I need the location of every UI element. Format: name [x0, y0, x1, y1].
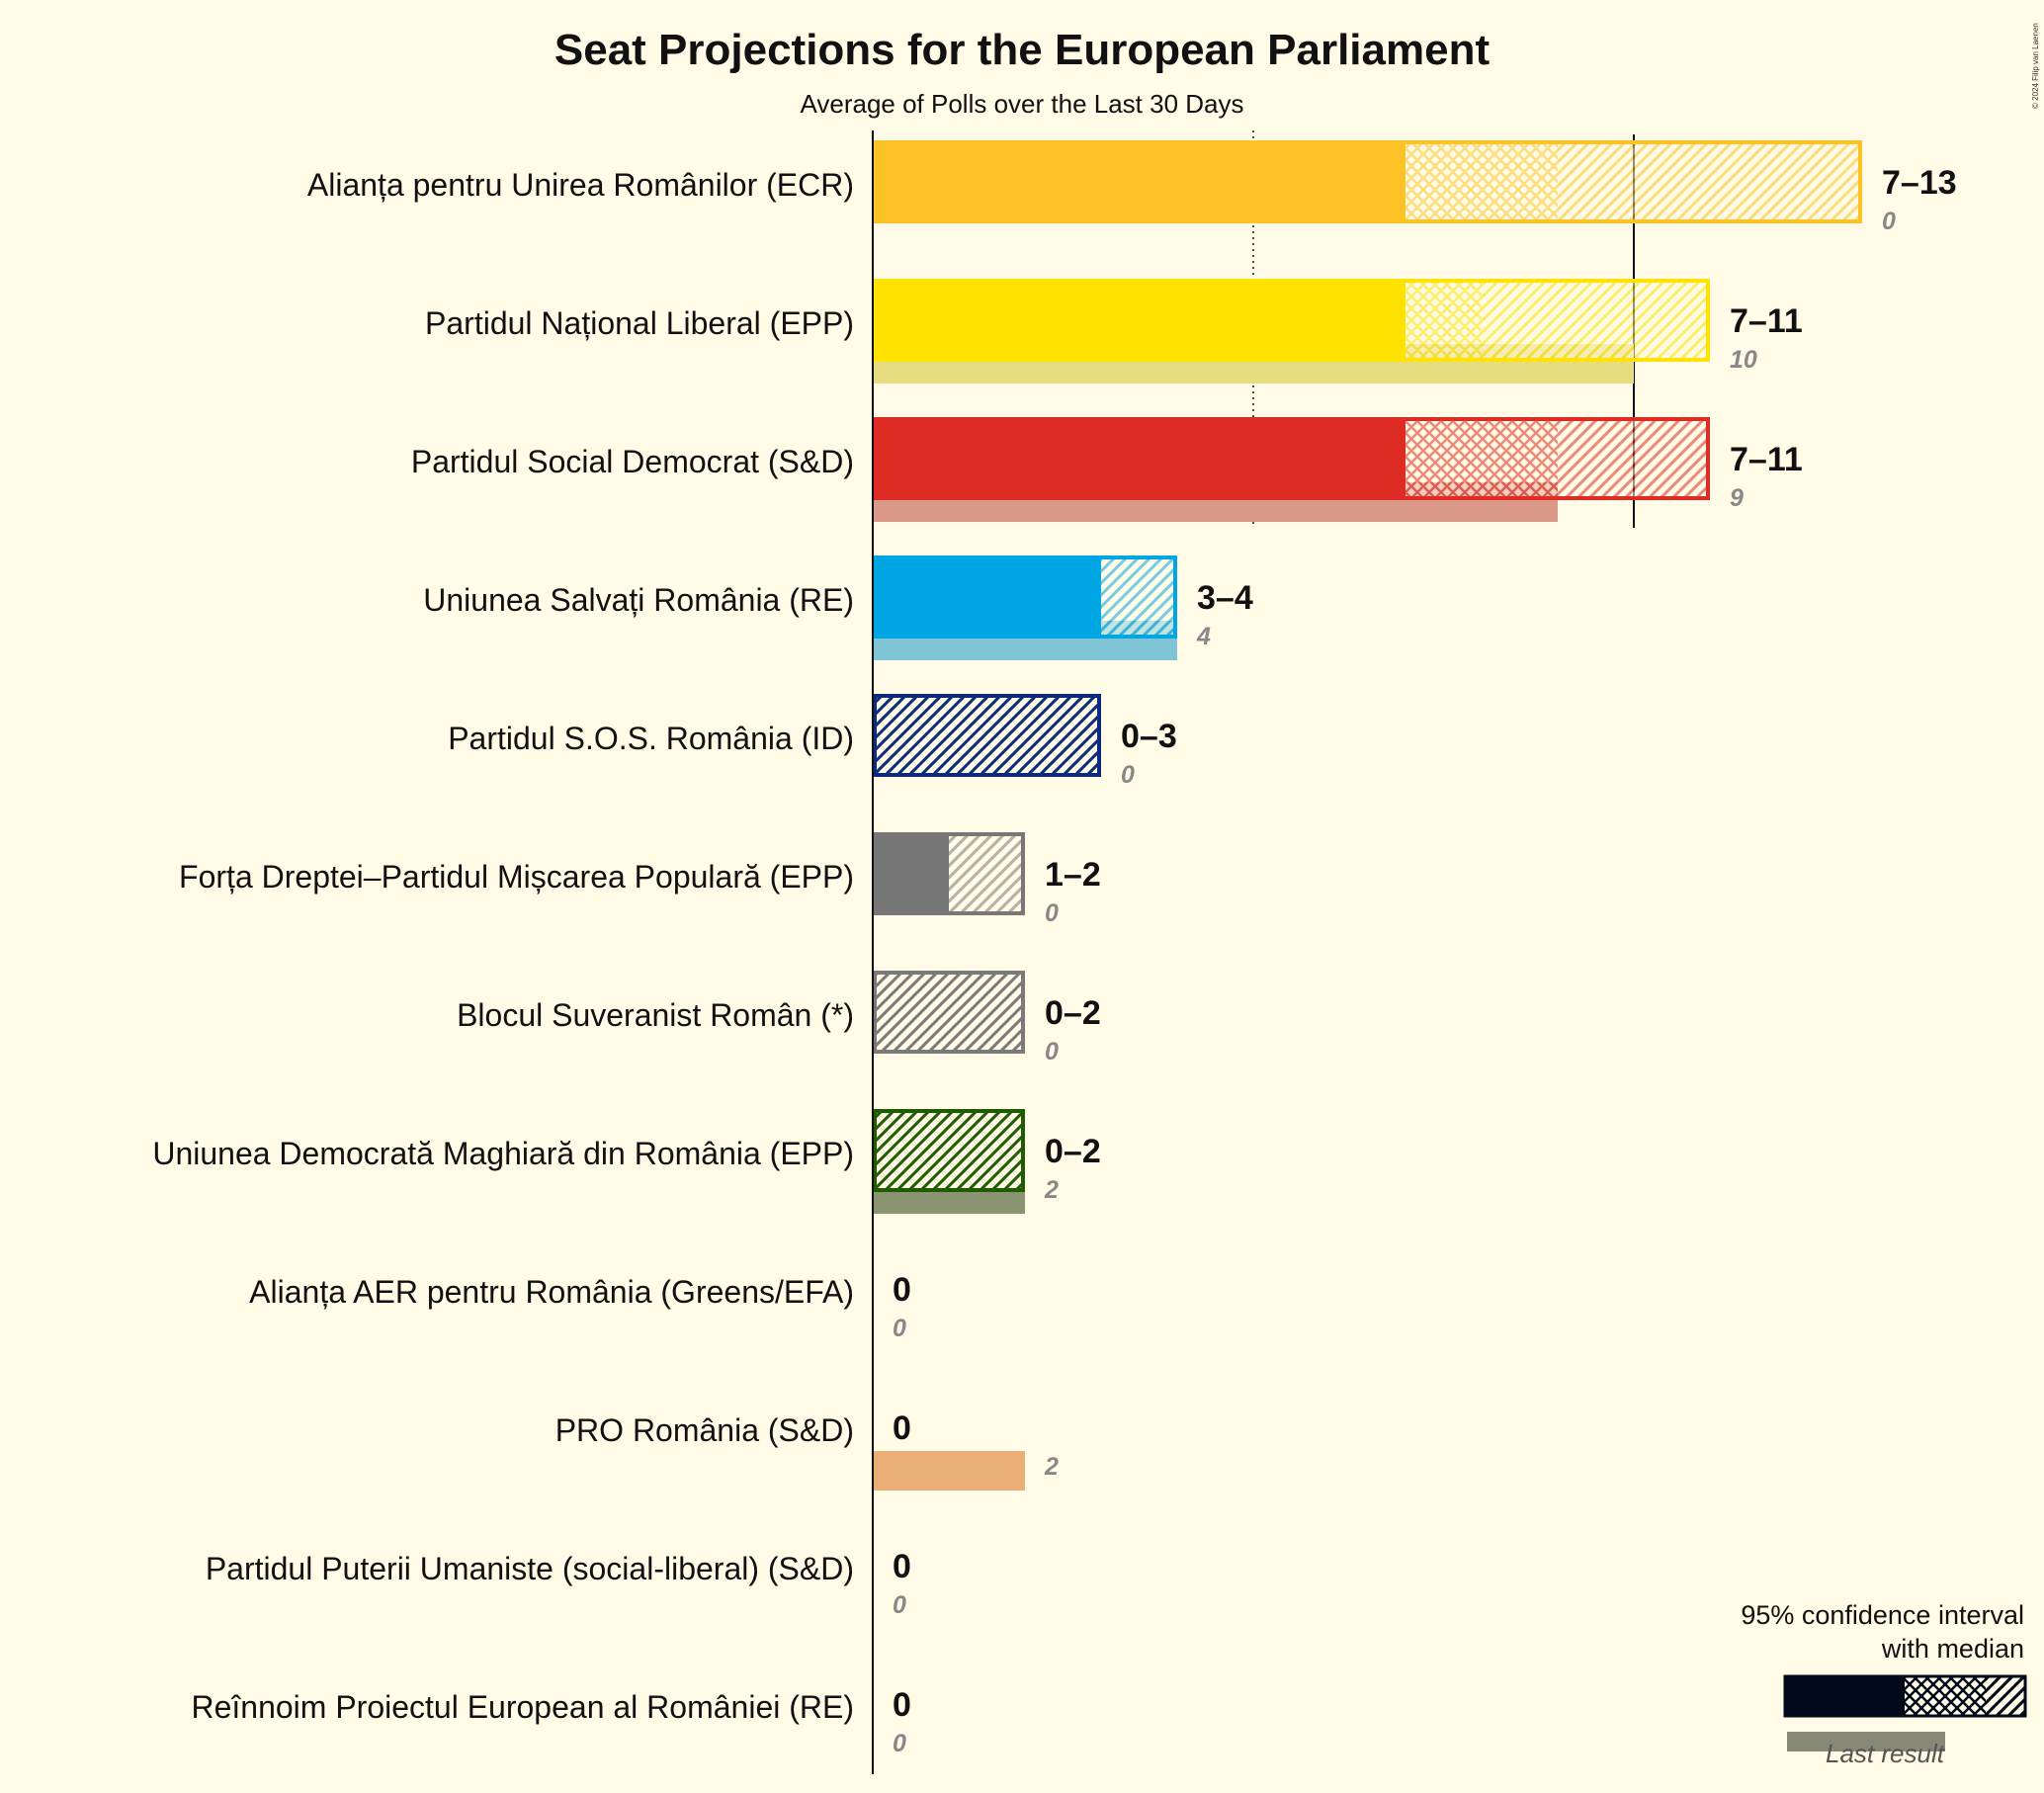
party-label: Partidul Național Liberal (EPP): [425, 305, 854, 341]
party-label: Blocul Suveranist Român (*): [457, 997, 854, 1033]
party-label: Partidul Puterii Umaniste (social-libera…: [206, 1551, 854, 1586]
range-label: 0: [893, 1271, 911, 1309]
legend-sample-bar: [1783, 1674, 2027, 1751]
last-result-label: 2: [1044, 1453, 1059, 1481]
range-label: 0–2: [1045, 1133, 1101, 1170]
ci-outline: [873, 140, 1862, 223]
ci-upper-bar: [1558, 417, 1710, 500]
range-label: 0: [893, 1686, 911, 1724]
ci-outline: [873, 694, 1101, 777]
last-result-label: 0: [1121, 761, 1135, 789]
party-row: Reînnoim Proiectul European al României …: [191, 1686, 910, 1757]
last-result-label: 0: [1045, 1038, 1059, 1066]
ci-solid-bar: [873, 417, 1405, 500]
legend-median-label: with median: [1881, 1634, 2024, 1664]
last-result-label: 2: [1044, 1176, 1059, 1204]
last-result-label: 4: [1196, 623, 1211, 650]
party-row: Alianța pentru Unirea Românilor (ECR) 7–1…: [307, 140, 1957, 235]
party-label: Alianța pentru Unirea Românilor (ECR): [307, 167, 854, 203]
ci-outline: [873, 555, 1177, 639]
chart-subtitle: Average of Polls over the Last 30 Days: [801, 89, 1244, 119]
range-label: 7–11: [1730, 302, 1803, 340]
range-label: 0: [893, 1409, 911, 1447]
range-label: 0–2: [1045, 994, 1101, 1032]
party-row: Partidul Social Democrat (S&D) 7–11 9: [411, 417, 1803, 522]
ci-solid-bar: [873, 140, 1405, 223]
party-label: Forța Dreptei–Partidul Mișcarea Populară…: [179, 859, 854, 895]
last-result-label: 9: [1730, 484, 1744, 512]
ci-upper-bar: [873, 971, 1025, 1054]
party-row: Uniunea Democrată Maghiară din România (…: [152, 1109, 1101, 1214]
last-result-bar: [873, 1451, 1025, 1491]
last-result-label: 0: [893, 1591, 906, 1619]
legend-upper-swatch: [1986, 1675, 2025, 1717]
range-label: 7–13: [1882, 164, 1957, 202]
ci-solid-bar: [873, 279, 1405, 362]
range-label: 7–11: [1730, 441, 1803, 478]
ci-solid-bar: [873, 555, 1101, 639]
party-label: Uniunea Democrată Maghiară din România (…: [152, 1136, 854, 1171]
ci-upper-bar: [873, 1109, 1025, 1192]
party-label: Uniunea Salvați România (RE): [423, 582, 854, 618]
ci-outline: [873, 971, 1025, 1054]
range-label: 1–2: [1045, 856, 1101, 894]
ci-upper-bar: [873, 694, 1101, 777]
range-label: 3–4: [1197, 579, 1253, 617]
ci-upper-bar: [1558, 140, 1862, 223]
ci-upper-bar: [1101, 555, 1177, 639]
legend-outline: [1783, 1674, 2027, 1718]
legend-last-result-label: Last result: [1826, 1739, 1946, 1768]
ci-median-bar: [1405, 279, 1482, 362]
party-label: Partidul Social Democrat (S&D): [411, 444, 854, 479]
party-row: Forța Dreptei–Partidul Mișcarea Populară…: [179, 832, 1101, 927]
last-result-label: 0: [893, 1315, 906, 1342]
party-row: Blocul Suveranist Român (*) 0–2 0: [457, 971, 1101, 1066]
last-result-label: 0: [893, 1730, 906, 1757]
party-label: Reînnoim Proiectul European al României …: [191, 1689, 854, 1725]
last-result-label: 0: [1045, 899, 1059, 927]
legend: 95% confidence interval with median Last…: [1741, 1600, 2027, 1768]
range-label: 0–3: [1121, 718, 1177, 755]
range-label: 0: [893, 1548, 911, 1585]
party-label: Alianța AER pentru România (Greens/EFA): [249, 1274, 854, 1310]
ci-solid-bar: [873, 832, 949, 915]
party-row: Uniunea Salvați România (RE) 3–4 4: [423, 555, 1253, 660]
legend-last-result-swatch: [1787, 1732, 1945, 1751]
party-row: Partidul S.O.S. România (ID) 0–3 0: [448, 694, 1177, 789]
last-result-label: 0: [1882, 208, 1896, 235]
party-row: Partidul Puterii Umaniste (social-libera…: [206, 1548, 911, 1619]
ci-median-bar: [1405, 417, 1558, 500]
copyright-notice: © 2024 Filip van Laenen: [2031, 23, 2040, 109]
chart-title: Seat Projections for the European Parlia…: [554, 26, 1490, 74]
party-label: PRO România (S&D): [555, 1412, 854, 1448]
ci-outline: [873, 832, 1025, 915]
party-row: Partidul Național Liberal (EPP) 7–11 10: [425, 279, 1803, 384]
legend-solid-swatch: [1784, 1675, 1905, 1717]
ci-upper-bar: [949, 832, 1025, 915]
ci-upper-bar: [1482, 279, 1710, 362]
party-row: PRO România (S&D) 0 2: [555, 1409, 1059, 1491]
ci-outline: [873, 1109, 1025, 1192]
ci-outline: [873, 417, 1710, 500]
party-label: Partidul S.O.S. România (ID): [448, 721, 854, 756]
ci-outline: [873, 279, 1710, 362]
legend-ci-label: 95% confidence interval: [1741, 1600, 2024, 1630]
party-row: Alianța AER pentru România (Greens/EFA) 0…: [249, 1271, 911, 1342]
last-result-label: 10: [1730, 346, 1757, 374]
ci-median-bar: [1405, 140, 1558, 223]
party-rows: Alianța pentru Unirea Românilor (ECR) 7–1…: [152, 140, 1957, 1757]
legend-median-swatch: [1905, 1675, 1986, 1717]
